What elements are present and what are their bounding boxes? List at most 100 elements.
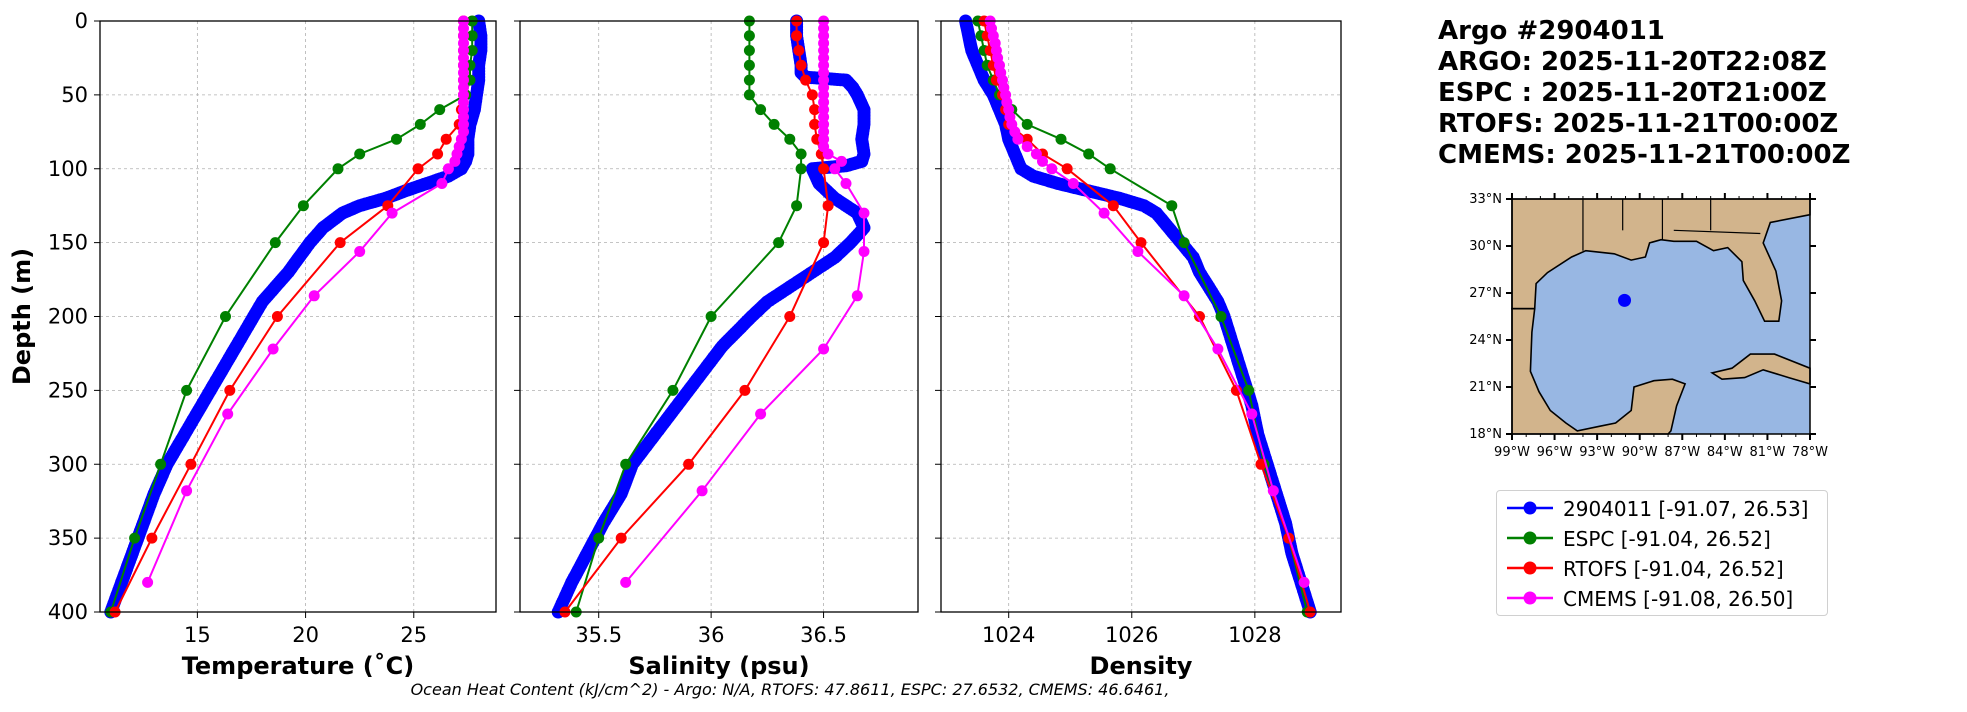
series-line xyxy=(989,20,1306,583)
map-land-north xyxy=(1511,198,1811,323)
map-lon-label: 99°W xyxy=(1494,445,1530,460)
data-point xyxy=(1061,163,1073,175)
data-point xyxy=(440,133,452,145)
profile-info-title: Argo #2904011 ARGO: 2025-11-20T22:08Z ES… xyxy=(1438,16,1850,171)
x-tick-label: 1026 xyxy=(1105,623,1158,647)
data-point xyxy=(432,148,444,160)
y-tick-label: 150 xyxy=(48,231,88,255)
data-point xyxy=(1046,163,1058,175)
x-tick-label: 35.5 xyxy=(575,623,622,647)
data-point xyxy=(142,576,154,588)
data-point xyxy=(434,104,446,116)
data-point xyxy=(840,178,852,189)
data-point xyxy=(332,163,344,175)
x-axis-label: Density xyxy=(1090,652,1193,680)
data-point xyxy=(391,133,402,145)
data-point xyxy=(442,163,454,175)
data-point xyxy=(146,532,158,544)
map-lon-label: 93°W xyxy=(1579,445,1615,460)
legend-item-espc: ESPC [-91.04, 26.52] xyxy=(1497,525,1827,551)
map-lat-label: 27°N xyxy=(1469,286,1502,301)
axes-frame xyxy=(99,20,497,613)
data-point xyxy=(743,30,755,42)
x-tick-label: 25 xyxy=(400,623,427,647)
legend-label: ESPC [-91.04, 26.52] xyxy=(1563,527,1771,551)
legend-item-argo: 2904011 [-91.07, 26.53] xyxy=(1497,495,1827,521)
data-point xyxy=(620,576,632,588)
x-tick-label: 36 xyxy=(698,623,725,647)
data-point xyxy=(267,343,279,355)
data-point xyxy=(1021,118,1033,130)
data-point xyxy=(1194,311,1205,322)
espc-time-line: ESPC : 2025-11-20T21:00Z xyxy=(1438,78,1827,108)
data-point xyxy=(795,148,807,160)
data-point xyxy=(822,148,834,160)
map-land-south xyxy=(1511,307,1687,435)
map-inset: 99°W 96°W 93°W 90°W 87°W 84°W 81°W 78°W 33°N 30°N… xyxy=(1469,192,1828,460)
data-point xyxy=(822,200,834,212)
data-point xyxy=(1267,485,1279,497)
data-point xyxy=(809,104,821,116)
data-point xyxy=(791,200,803,212)
data-point xyxy=(818,237,830,249)
data-point xyxy=(743,89,755,101)
data-point xyxy=(795,163,807,175)
axes-frame xyxy=(940,20,1342,613)
x-tick-label: 20 xyxy=(292,623,319,647)
map-border xyxy=(1673,229,1761,235)
y-tick-label: 100 xyxy=(48,157,88,181)
map-frame xyxy=(1511,198,1811,435)
data-point xyxy=(466,45,478,56)
data-point xyxy=(858,246,870,257)
data-point xyxy=(466,30,478,42)
data-point xyxy=(739,384,751,396)
map-lat-label: 24°N xyxy=(1469,333,1502,348)
data-point xyxy=(795,59,807,71)
rtofs-time-line: RTOFS: 2025-11-21T00:00Z xyxy=(1438,109,1839,139)
data-point xyxy=(683,458,695,470)
data-point xyxy=(1104,163,1116,175)
data-point xyxy=(436,178,448,189)
data-point xyxy=(1298,576,1310,588)
legend-item-rtofs: RTOFS [-91.04, 26.52] xyxy=(1497,555,1827,581)
data-point xyxy=(1135,237,1147,249)
series-cmems xyxy=(142,15,469,588)
data-point xyxy=(784,311,796,322)
data-point xyxy=(743,74,755,86)
data-point xyxy=(800,74,812,86)
map-lat-label: 33°N xyxy=(1469,192,1502,207)
x-tick-label: 15 xyxy=(184,623,211,647)
data-point xyxy=(1107,200,1119,212)
data-point xyxy=(755,408,767,420)
data-point xyxy=(308,290,320,302)
data-point xyxy=(1178,237,1190,249)
data-point xyxy=(1037,155,1048,167)
data-point xyxy=(129,532,141,544)
y-tick-label: 200 xyxy=(48,305,88,329)
data-point xyxy=(1215,311,1227,322)
data-point xyxy=(412,163,424,175)
map-lon-label: 87°W xyxy=(1664,445,1700,460)
map-lon-label: 84°W xyxy=(1707,445,1743,460)
data-point xyxy=(696,485,708,497)
data-point xyxy=(1246,408,1258,420)
data-point xyxy=(220,311,231,322)
data-point xyxy=(354,148,366,160)
data-point xyxy=(185,458,197,470)
legend-label: CMEMS [-91.08, 26.50] xyxy=(1563,587,1794,611)
cmems-time-line: CMEMS: 2025-11-21T00:00Z xyxy=(1438,140,1851,170)
data-point xyxy=(858,207,870,219)
y-tick-label: 400 xyxy=(48,600,88,624)
y-tick-label: 350 xyxy=(48,526,88,550)
data-point xyxy=(705,311,717,322)
legend-label: RTOFS [-91.04, 26.52] xyxy=(1563,557,1784,581)
data-point xyxy=(1243,384,1255,396)
data-point xyxy=(615,532,627,544)
data-point xyxy=(818,343,830,355)
data-point xyxy=(271,311,283,322)
data-point xyxy=(181,485,193,497)
data-point xyxy=(593,532,605,544)
data-point xyxy=(773,237,785,249)
data-point xyxy=(1030,148,1042,160)
data-point xyxy=(354,246,366,257)
